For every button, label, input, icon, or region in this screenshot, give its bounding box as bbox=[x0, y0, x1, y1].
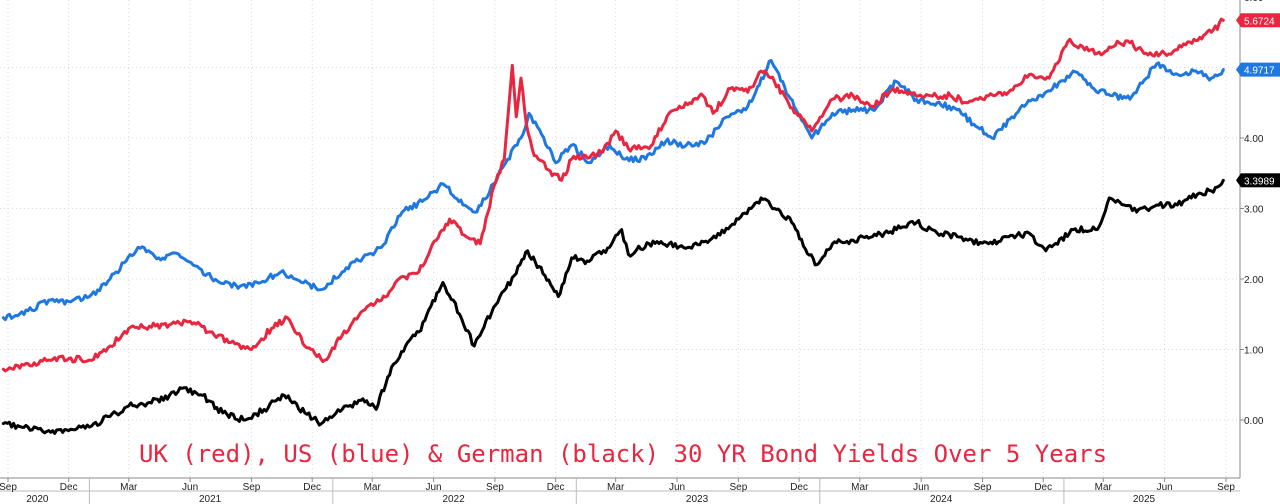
x-tick-label: Sep bbox=[486, 482, 504, 493]
x-tick-label: Dec bbox=[60, 482, 78, 493]
series-line-us bbox=[1, 58, 1225, 322]
x-tick-label: Mar bbox=[851, 482, 869, 493]
x-year-label: 2023 bbox=[686, 494, 709, 504]
x-tick-label: Jun bbox=[182, 482, 198, 493]
y-tick-label: 1.00 bbox=[1244, 346, 1264, 357]
x-tick-label: Dec bbox=[790, 482, 808, 493]
x-tick-label: Mar bbox=[364, 482, 382, 493]
label-layer: 3.3989 4.9717 5.6724 bbox=[1236, 13, 1280, 188]
x-tick-label: Mar bbox=[1095, 482, 1113, 493]
x-tick-label: Sep bbox=[730, 482, 748, 493]
x-tick-label: Sep bbox=[1217, 482, 1235, 493]
chart-title: UK (red), US (blue) & German (black) 30 … bbox=[139, 440, 1107, 468]
last-value-label-uk: 5.6724 bbox=[1244, 16, 1275, 27]
y-tick-label: 3.00 bbox=[1244, 205, 1264, 216]
y-tick-label: 6.00 bbox=[1244, 0, 1264, 4]
last-value-tag-uk bbox=[1241, 13, 1280, 28]
x-tick-label: Sep bbox=[243, 482, 261, 493]
y-tick-label: 0.00 bbox=[1244, 416, 1264, 427]
x-tick-label: Jun bbox=[669, 482, 685, 493]
x-tick-label: Jun bbox=[426, 482, 442, 493]
x-year-label: 2025 bbox=[1133, 494, 1156, 504]
last-value-label-de: 3.3989 bbox=[1244, 176, 1275, 187]
last-value-label-us: 4.9717 bbox=[1244, 66, 1275, 77]
x-year-label: 2020 bbox=[26, 494, 49, 504]
x-tick-label: Mar bbox=[120, 482, 138, 493]
last-value-tag-de bbox=[1241, 173, 1280, 188]
x-year-label: 2022 bbox=[442, 494, 465, 504]
series-line-uk bbox=[1, 17, 1225, 373]
last-value-pointer-uk bbox=[1236, 13, 1241, 28]
x-tick-label: Jun bbox=[1157, 482, 1173, 493]
series-layer bbox=[1, 17, 1225, 435]
x-tick-label: Sep bbox=[974, 482, 992, 493]
series-line-de bbox=[1, 178, 1225, 435]
x-tick-label: Jun bbox=[913, 482, 929, 493]
x-tick-label: Sep bbox=[0, 482, 17, 493]
y-tick-label: 2.00 bbox=[1244, 275, 1264, 286]
x-tick-label: Dec bbox=[1034, 482, 1052, 493]
x-tick-label: Mar bbox=[607, 482, 625, 493]
x-tick-label: Dec bbox=[303, 482, 321, 493]
last-value-pointer-us bbox=[1236, 62, 1241, 77]
x-year-label: 2024 bbox=[930, 494, 953, 504]
x-tick-label: Dec bbox=[547, 482, 565, 493]
x-year-label: 2021 bbox=[199, 494, 222, 504]
last-value-tag-us bbox=[1241, 62, 1280, 77]
last-value-pointer-de bbox=[1236, 173, 1241, 188]
y-tick-label: 4.00 bbox=[1244, 134, 1264, 145]
